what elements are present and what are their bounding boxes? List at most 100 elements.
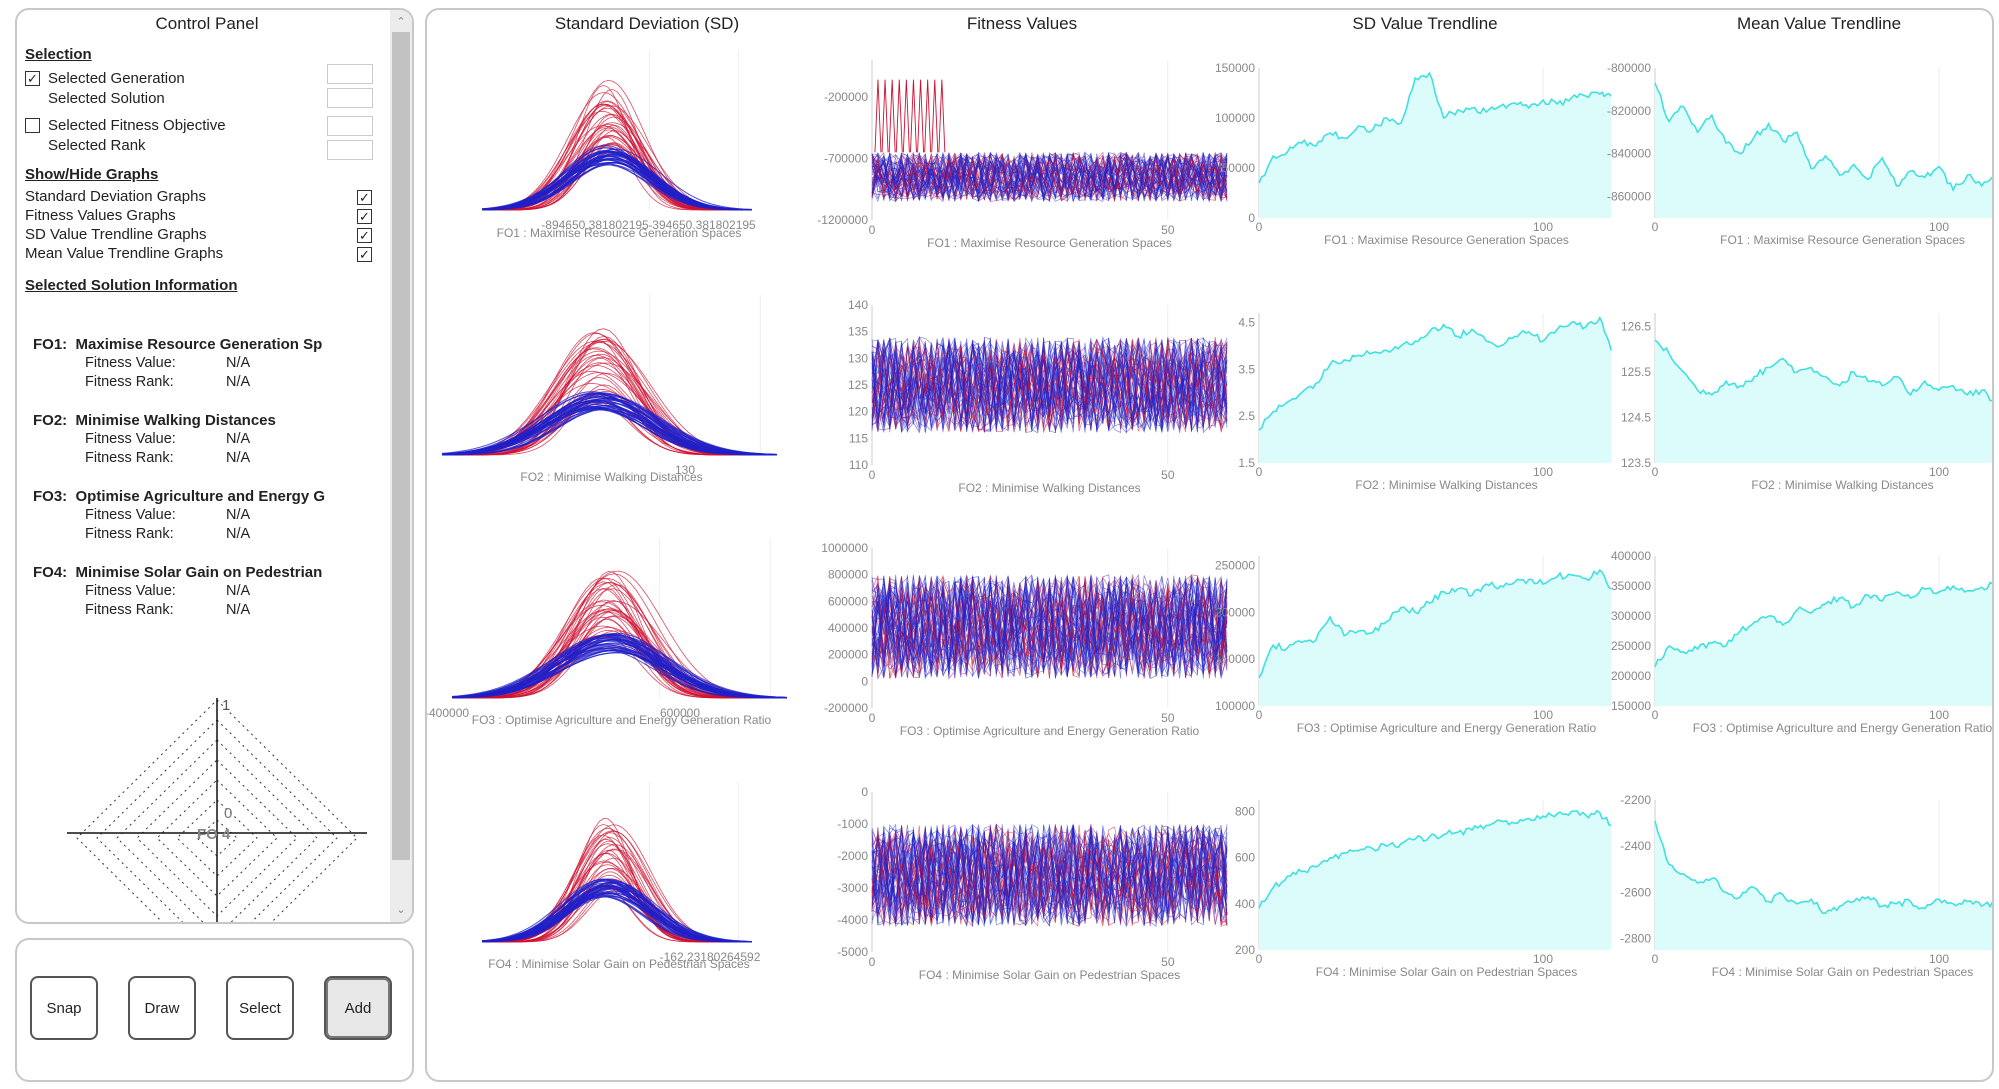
- show-sd-graphs-row[interactable]: Standard Deviation Graphs: [25, 188, 206, 205]
- fitness-spike: [924, 79, 932, 153]
- sd-objective-label: FO1 : Maximise Resource Generation Space…: [497, 226, 742, 240]
- trend-line: [1654, 820, 1992, 914]
- show-sd-trend-graphs-row[interactable]: SD Value Trendline Graphs: [25, 226, 207, 243]
- trend-y-tick-label: 100000: [1215, 699, 1255, 713]
- show-mean-trend-graphs-checkbox[interactable]: ✓: [357, 247, 372, 262]
- fitness-series-blue: [871, 152, 1228, 202]
- fo1-title: FO1: Maximise Resource Generation Sp: [33, 336, 323, 353]
- trend-y-tick-label: 250000: [1215, 558, 1255, 572]
- scrollbar-thumb[interactable]: [392, 32, 410, 860]
- trend-objective-label: FO4 : Minimise Solar Gain on Pedestrian …: [1316, 965, 1577, 979]
- fitness-series-blue: [871, 824, 1228, 926]
- fitness-series-blue: [871, 824, 1228, 926]
- fitness-series-blue: [871, 337, 1228, 432]
- fitness-y-tick-label: 135: [848, 325, 868, 339]
- selected-fitness-objective-input[interactable]: [327, 116, 373, 136]
- control-panel-title: Control Panel: [155, 14, 259, 33]
- select-button[interactable]: Select: [226, 976, 294, 1040]
- sd-chart-1: [481, 50, 753, 211]
- control-panel: Control Panel Selection ✓ Selected Gener…: [15, 8, 414, 924]
- sd-objective-label: FO4 : Minimise Solar Gain on Pedestrian …: [488, 957, 749, 971]
- fitness-series-red: [871, 576, 1228, 675]
- mean-trend-chart-1: [1654, 68, 1992, 218]
- selected-generation-checkbox[interactable]: ✓: [25, 71, 40, 86]
- sd-curve-red: [482, 84, 752, 211]
- fitness-series-blue: [871, 578, 1228, 678]
- show-fitness-graphs-checkbox[interactable]: ✓: [357, 209, 372, 224]
- snap-button[interactable]: Snap: [30, 976, 98, 1040]
- fitness-series-blue: [871, 824, 1228, 924]
- selected-rank-input[interactable]: [327, 140, 373, 160]
- trend-y-tick-label: 150000: [1611, 699, 1651, 713]
- show-mean-trend-graphs-row[interactable]: Mean Value Trendline Graphs: [25, 245, 223, 262]
- fitness-series-red: [871, 338, 1228, 432]
- fo1-rank-label: Fitness Rank:: [85, 374, 174, 390]
- selected-generation-input[interactable]: [327, 64, 373, 84]
- fitness-series-blue: [871, 152, 1228, 202]
- sd-curve-red: [482, 130, 752, 211]
- selection-heading: Selection: [25, 46, 92, 63]
- fitness-x-tick-label: 50: [1161, 223, 1175, 237]
- scroll-up-icon[interactable]: ⌃: [396, 16, 406, 28]
- fitness-series-blue: [871, 337, 1228, 432]
- fitness-objective-label: FO4 : Minimise Solar Gain on Pedestrian …: [919, 968, 1180, 982]
- fitness-series-blue: [871, 824, 1228, 927]
- control-panel-scrollbar[interactable]: ⌃ ⌄: [390, 10, 412, 922]
- sd-tick-label: 130: [675, 463, 695, 477]
- show-sd-trend-graphs-checkbox[interactable]: ✓: [357, 228, 372, 243]
- trend-y-tick-label: 200000: [1611, 669, 1651, 683]
- fo2-value: N/A: [226, 431, 251, 447]
- fitness-y-tick-label: 125: [848, 378, 868, 392]
- sd-curve-red: [481, 125, 752, 211]
- trend-y-tick-label: -860000: [1607, 190, 1651, 204]
- draw-button[interactable]: Draw: [128, 976, 196, 1040]
- trend-x-tick-label: 0: [1256, 220, 1263, 234]
- sd-curve-blue: [441, 398, 777, 456]
- trend-y-tick-label: -2600: [1620, 885, 1651, 899]
- fitness-series-red: [871, 154, 1228, 202]
- trend-y-tick-label: 250000: [1611, 639, 1651, 653]
- sd-trend-chart-1: [1258, 68, 1612, 218]
- sd-curve-blue: [451, 634, 788, 699]
- sd-curve-blue: [451, 639, 788, 699]
- fitness-series-blue: [871, 575, 1228, 678]
- fitness-series-blue: [871, 336, 1228, 431]
- fitness-y-tick-label: -3000: [837, 881, 868, 895]
- show-fitness-graphs-row[interactable]: Fitness Values Graphs: [25, 207, 176, 224]
- fitness-series-blue: [871, 576, 1228, 678]
- trend-objective-label: FO1 : Maximise Resource Generation Space…: [1324, 233, 1569, 247]
- fitness-chart-1: [871, 60, 1228, 220]
- fo1-rank: N/A: [226, 374, 251, 390]
- selected-solution-input[interactable]: [327, 88, 373, 108]
- sd-curve-red: [482, 849, 752, 943]
- show-sd-graphs-label: Standard Deviation Graphs: [25, 188, 206, 205]
- fo4-rank: N/A: [226, 602, 251, 618]
- fitness-series-blue: [871, 341, 1228, 432]
- add-button[interactable]: Add: [324, 976, 392, 1040]
- fitness-y-tick-label: 1000000: [821, 541, 868, 555]
- fo3-value-label: Fitness Value:: [85, 507, 176, 523]
- trend-x-tick-label: 100: [1929, 952, 1949, 966]
- fitness-series-red: [871, 829, 1228, 927]
- trend-x-tick-label: 100: [1929, 708, 1949, 722]
- sd-trend-chart-2: [1258, 313, 1612, 463]
- show-sd-graphs-checkbox[interactable]: ✓: [357, 190, 372, 205]
- trend-area: [1259, 570, 1612, 706]
- fitness-y-tick-label: 0: [861, 674, 868, 688]
- fo4-value: N/A: [226, 583, 251, 599]
- fitness-y-tick-label: 120: [848, 405, 868, 419]
- sd-curve-blue: [481, 887, 753, 943]
- fo4-value-label: Fitness Value:: [85, 583, 176, 599]
- fitness-spike: [902, 79, 910, 153]
- fitness-y-tick-label: 140: [848, 298, 868, 312]
- selected-fitness-objective-row[interactable]: Selected Fitness Objective: [25, 117, 226, 134]
- fitness-series-blue: [871, 335, 1228, 432]
- sd-curve-blue: [481, 892, 753, 943]
- radar-chart: 1 0 FO 4: [67, 697, 367, 922]
- fitness-chart-3: [871, 548, 1228, 708]
- scroll-down-icon[interactable]: ⌄: [396, 904, 406, 916]
- trend-line: [1654, 581, 1992, 668]
- sd-curve-blue: [441, 407, 777, 456]
- selected-fitness-objective-checkbox[interactable]: [25, 118, 40, 133]
- selected-generation-row[interactable]: ✓ Selected Generation: [25, 70, 185, 87]
